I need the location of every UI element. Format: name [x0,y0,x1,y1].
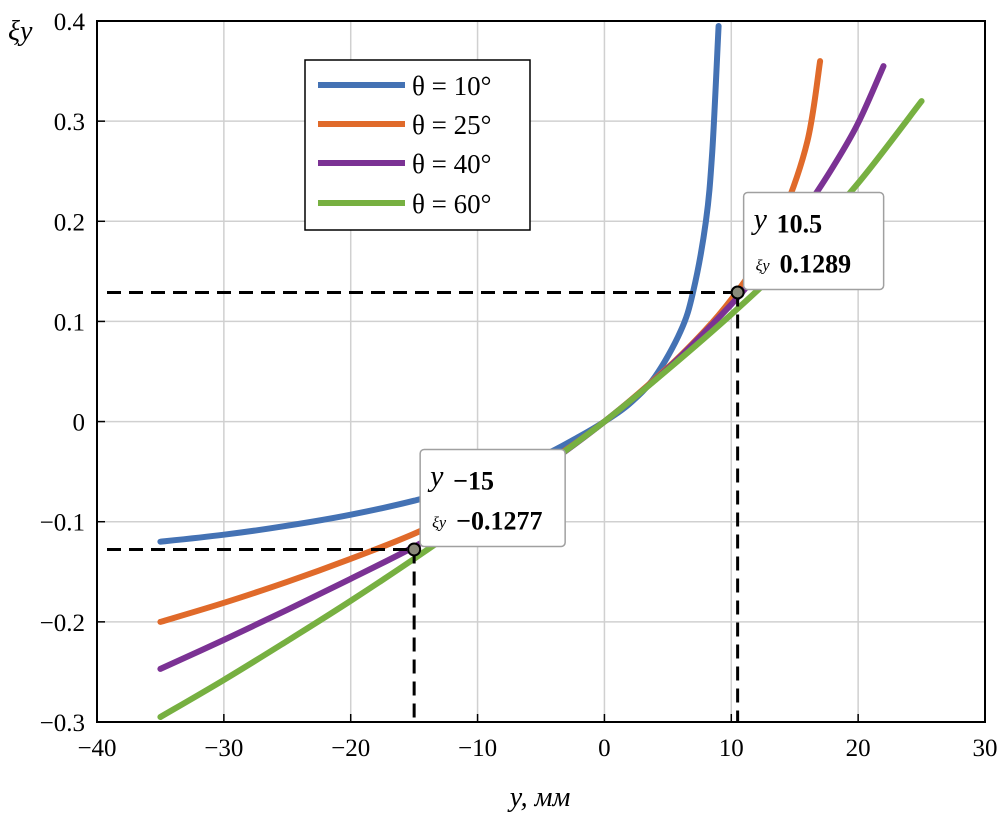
y-tick-label: 0.3 [54,109,85,136]
legend-label-theta-60: θ = 60° [412,189,491,219]
x-tick-label: −30 [204,735,243,762]
annotation-guides [107,290,740,722]
datatip-y-value: 0.1289 [780,249,852,278]
datatip-x-value: 10.5 [777,209,823,238]
datatip-box [419,448,566,548]
x-tick-label: 10 [719,735,744,762]
y-tick-label: −0.1 [40,510,85,537]
datatip-y-value: −0.1277 [456,506,542,535]
datatip-box [742,191,885,291]
y-tick-label: −0.3 [40,710,85,737]
datatip-x-var: y [751,202,768,235]
legend: θ = 10° θ = 25° θ = 40° θ = 60° [304,59,531,231]
x-tick-label: 0 [598,735,611,762]
legend-label-theta-25: θ = 25° [412,110,491,140]
plot-frame [96,20,986,723]
datatip-x-value: −15 [453,466,494,495]
datatip-marker [407,542,422,557]
y-axis-title: ξy [8,16,33,47]
y-tick-label: −0.2 [40,610,85,637]
x-tick-label: −40 [77,735,116,762]
x-tick-label: −10 [458,735,497,762]
x-tick-label: 20 [846,735,871,762]
y-tick-label: 0 [73,410,86,437]
legend-label-theta-40: θ = 40° [412,149,491,179]
x-axis-title: y, мм [507,782,571,813]
axis-titles: y, мм ξy [8,16,570,813]
legend-label-theta-10: θ = 10° [412,71,491,101]
y-tick-label: 0.4 [54,9,86,36]
datatip-y-var: ξy [432,514,447,531]
datatip-x-var: y [427,459,444,492]
y-tick-label: 0.1 [54,309,85,336]
tick-labels: −40 −30 −20 −10 0 10 20 30 −0.3 −0.2 −0.1 0 0.1 0.2 0.… [40,9,998,762]
y-tick-label: 0.2 [54,209,85,236]
datatip-y-var: ξy [756,257,771,274]
x-tick-label: −20 [331,735,370,762]
datatip-marker [730,285,745,300]
x-tick-label: 30 [973,735,998,762]
data-tips: y 10.5 ξy 0.1289 y −15 ξy −0.1277 [407,191,885,557]
